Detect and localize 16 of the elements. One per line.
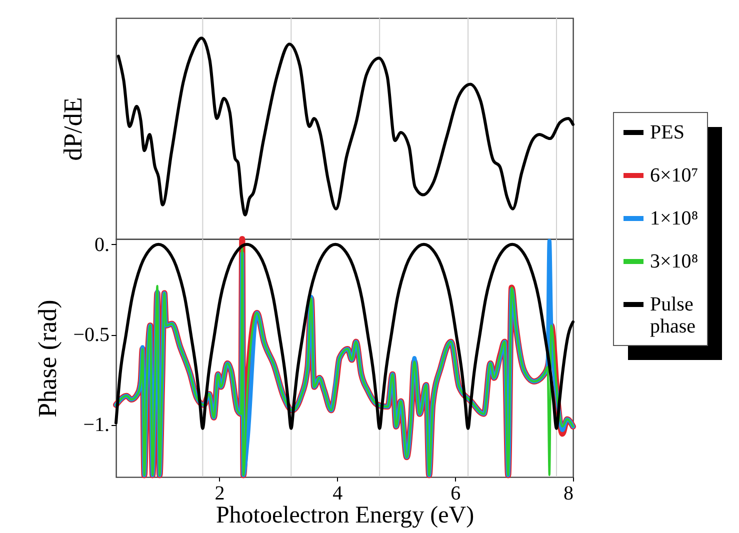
legend-label: 3×10⁸ — [650, 250, 698, 272]
legend-label: Pulse phase — [650, 294, 696, 338]
y-axis-title: Phase (rad) — [33, 300, 62, 418]
x-tick-label: 6 — [450, 482, 461, 504]
x-axis-title: Photoelectron Energy (eV) — [216, 502, 474, 528]
x-tick-label: 2 — [214, 482, 225, 504]
y-tick-label: −1. — [83, 414, 110, 436]
legend-label: 6×10⁷ — [650, 164, 698, 186]
legend-label: 1×10⁸ — [650, 208, 698, 230]
y-tick-label: −0.5 — [73, 324, 110, 346]
x-tick-label: 8 — [564, 482, 574, 504]
line-series — [114, 242, 574, 430]
y-tick-label: 0. — [94, 234, 110, 256]
y-axis-title: dP/dE — [58, 97, 88, 161]
legend-label: PES — [650, 122, 684, 144]
x-tick-label: 4 — [332, 482, 343, 504]
